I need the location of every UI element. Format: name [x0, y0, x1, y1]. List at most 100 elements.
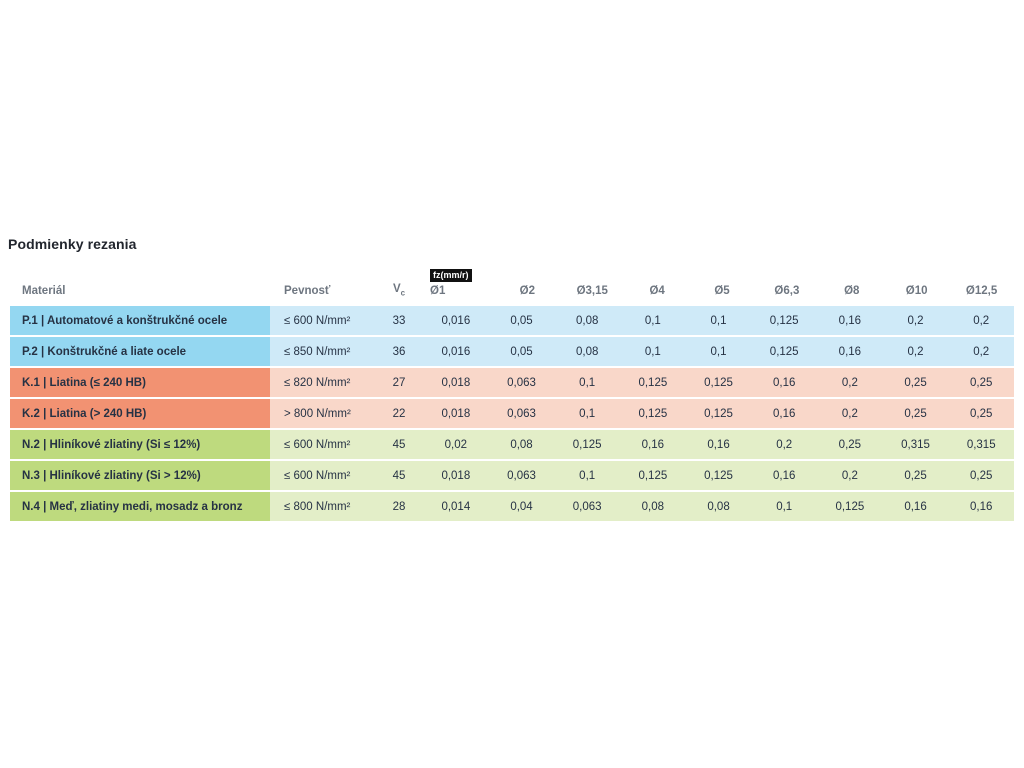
strength-cell: ≤ 820 N/mm²	[270, 368, 375, 397]
feed-value-cell: 0,25	[948, 368, 1015, 397]
feed-value-cell: 0,16	[817, 306, 883, 335]
material-cell: N.2 | Hliníkové zliatiny (Si ≤ 12%)	[10, 430, 270, 459]
feed-value-cell: 0,25	[948, 461, 1015, 490]
feed-value-cell: 0,1	[554, 461, 621, 490]
feed-value-cell: 0,063	[488, 368, 555, 397]
feed-value-cell: 0,125	[554, 430, 621, 459]
strength-cell: ≤ 800 N/mm²	[270, 492, 375, 521]
vc-cell: 27	[375, 368, 423, 397]
feed-value-cell: 0,063	[488, 461, 555, 490]
feed-value-cell: 0,2	[948, 337, 1015, 366]
material-cell: P.2 | Konštrukčné a liate ocele	[10, 337, 270, 366]
column-header-diameter: Ø10	[884, 285, 949, 297]
feed-value-cell: 0,125	[620, 399, 686, 428]
feed-value-cell: 0,16	[620, 430, 686, 459]
column-header-diameter: Ø12,5	[949, 285, 1014, 297]
feed-value-cell: 0,063	[488, 399, 555, 428]
feed-value-cell: 0,25	[882, 399, 949, 428]
feed-value-cell: 0,1	[685, 337, 752, 366]
feed-value-cell: 0,125	[751, 306, 818, 335]
column-header-diameter: Ø3,15	[560, 285, 625, 297]
diameter-header-label: Ø3,15	[576, 285, 608, 297]
material-cell: K.2 | Liatina (> 240 HB)	[10, 399, 270, 428]
feed-value-cell: 0,018	[423, 399, 489, 428]
vc-cell: 45	[375, 430, 423, 459]
column-header-diameter: fz(mm/r) Ø1	[423, 269, 495, 297]
column-header-diameter: Ø5	[690, 285, 755, 297]
table-row: P.2 | Konštrukčné a liate ocele ≤ 850 N/m…	[10, 337, 1015, 366]
column-header-diameter: Ø8	[819, 285, 884, 297]
feed-value-cell: 0,1	[751, 492, 818, 521]
feed-value-cell: 0,08	[685, 492, 752, 521]
vc-symbol: V	[392, 282, 401, 295]
vc-cell: 45	[375, 461, 423, 490]
table-header-row: Materiál Pevnosť Vc fz(mm/r) Ø1 Ø2 Ø3,15 Ø4 Ø…	[10, 264, 1014, 306]
diameter-header-label: Ø2	[519, 285, 535, 297]
feed-value-cell: 0,063	[554, 492, 621, 521]
feed-value-cell: 0,08	[554, 337, 621, 366]
feed-value-cell: 0,125	[685, 399, 752, 428]
feed-value-cell: 0,16	[685, 430, 752, 459]
table-row: K.1 | Liatina (≤ 240 HB) ≤ 820 N/mm² 27 0,0…	[10, 368, 1015, 397]
vc-subscript: c	[400, 288, 406, 297]
table-row: N.4 | Meď, zliatiny medi, mosadz a bronz…	[10, 492, 1015, 521]
strength-cell: ≤ 850 N/mm²	[270, 337, 375, 366]
feed-value-cell: 0,08	[488, 430, 555, 459]
feed-value-cell: 0,2	[817, 399, 883, 428]
feed-value-cell: 0,016	[423, 306, 489, 335]
feed-value-cell: 0,05	[488, 306, 555, 335]
page-title: Podmienky rezania	[8, 236, 137, 252]
feed-value-cell: 0,08	[620, 492, 686, 521]
vc-cell: 22	[375, 399, 423, 428]
feed-value-cell: 0,1	[620, 337, 686, 366]
feed-value-cell: 0,125	[751, 337, 818, 366]
feed-value-cell: 0,125	[620, 368, 686, 397]
column-header-material: Materiál	[22, 285, 66, 297]
feed-value-cell: 0,25	[817, 430, 883, 459]
column-header-diameter: Ø2	[495, 285, 560, 297]
feed-value-cell: 0,16	[751, 368, 818, 397]
feed-value-cell: 0,16	[751, 399, 818, 428]
feed-value-cell: 0,016	[423, 337, 489, 366]
column-header-strength: Pevnosť	[284, 285, 331, 297]
column-header-diameter: Ø6,3	[754, 285, 819, 297]
feed-value-cell: 0,25	[882, 368, 949, 397]
strength-cell: ≤ 600 N/mm²	[270, 430, 375, 459]
cutting-conditions-table: Materiál Pevnosť Vc fz(mm/r) Ø1 Ø2 Ø3,15 Ø4 Ø…	[10, 264, 1015, 523]
diameter-header-label: Ø4	[649, 285, 665, 297]
table-row: N.2 | Hliníkové zliatiny (Si ≤ 12%) ≤ 600…	[10, 430, 1015, 459]
vc-cell: 28	[375, 492, 423, 521]
feed-value-cell: 0,05	[488, 337, 555, 366]
feed-value-cell: 0,02	[423, 430, 489, 459]
table-row: K.2 | Liatina (> 240 HB) > 800 N/mm² 22 0,0…	[10, 399, 1015, 428]
feed-value-cell: 0,04	[488, 492, 555, 521]
vc-cell: 33	[375, 306, 423, 335]
feed-value-cell: 0,16	[817, 337, 883, 366]
feed-value-cell: 0,25	[948, 399, 1015, 428]
diameter-header-label: Ø6,3	[774, 285, 800, 297]
table-row: P.1 | Automatové a konštrukčné ocele ≤ 60…	[10, 306, 1015, 335]
feed-value-cell: 0,2	[751, 430, 818, 459]
feed-value-cell: 0,315	[948, 430, 1015, 459]
feed-value-cell: 0,315	[882, 430, 949, 459]
feed-value-cell: 0,125	[620, 461, 686, 490]
fz-unit-badge: fz(mm/r)	[430, 269, 472, 282]
feed-value-cell: 0,16	[751, 461, 818, 490]
vc-cell: 36	[375, 337, 423, 366]
table-row: N.3 | Hliníkové zliatiny (Si > 12%) ≤ 600…	[10, 461, 1015, 490]
material-cell: P.1 | Automatové a konštrukčné ocele	[10, 306, 270, 335]
feed-value-cell: 0,16	[948, 492, 1015, 521]
feed-value-cell: 0,2	[882, 337, 949, 366]
feed-value-cell: 0,16	[882, 492, 949, 521]
feed-value-cell: 0,1	[685, 306, 752, 335]
material-cell: K.1 | Liatina (≤ 240 HB)	[10, 368, 270, 397]
feed-value-cell: 0,018	[423, 461, 489, 490]
table-body: P.1 | Automatové a konštrukčné ocele ≤ 60…	[10, 306, 1015, 521]
feed-value-cell: 0,125	[685, 461, 752, 490]
feed-value-cell: 0,2	[817, 461, 883, 490]
feed-value-cell: 0,1	[620, 306, 686, 335]
feed-value-cell: 0,125	[685, 368, 752, 397]
feed-value-cell: 0,1	[554, 399, 621, 428]
material-cell: N.3 | Hliníkové zliatiny (Si > 12%)	[10, 461, 270, 490]
